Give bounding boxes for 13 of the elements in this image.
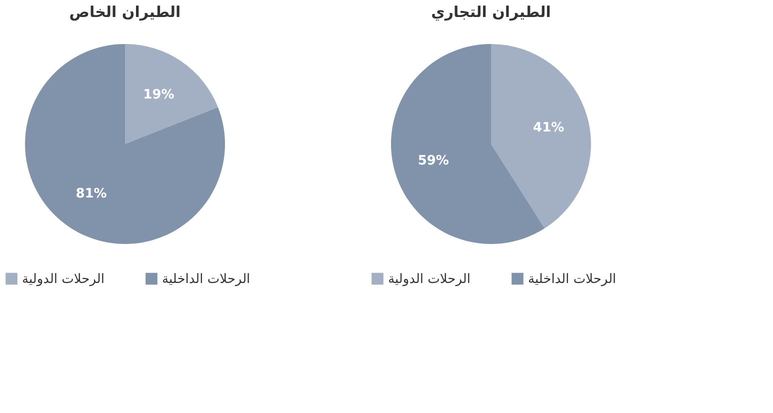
legend-label: الرحلات الدولية [22, 272, 104, 287]
data-label: 81% [76, 186, 107, 202]
chart-title: الطيران التجاري [431, 3, 551, 21]
legend-label: الرحلات الداخلية [528, 272, 616, 287]
data-label: 41% [533, 120, 564, 136]
legend-label: الرحلات الدولية [388, 272, 470, 287]
pie-slice [25, 44, 225, 244]
legend-label: الرحلات الداخلية [162, 272, 250, 287]
data-label: 19% [143, 87, 174, 102]
pie-slice [491, 44, 591, 228]
chart-title: الطيران الخاص [69, 3, 181, 21]
pie-slice [125, 44, 218, 144]
data-label: 59% [418, 154, 449, 169]
